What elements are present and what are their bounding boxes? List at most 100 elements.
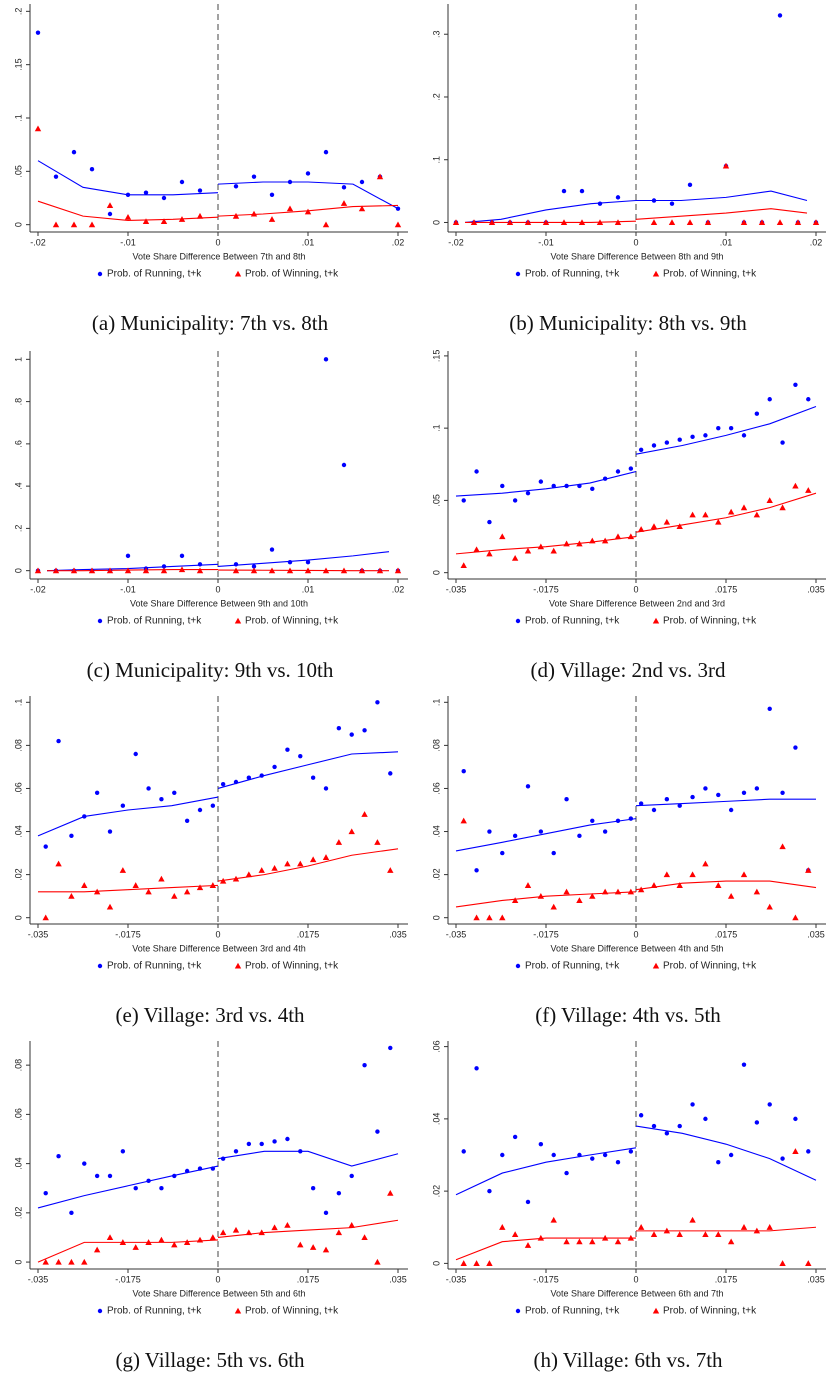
fit-line <box>37 1150 399 1209</box>
triangle-point <box>812 219 820 226</box>
circle-point <box>143 190 149 195</box>
circle-point <box>597 201 603 206</box>
x-tick-label: .0175 <box>715 1274 738 1284</box>
x-tick-label: -.01 <box>120 237 136 247</box>
circle-point <box>133 1186 138 1191</box>
triangle-point <box>470 219 478 226</box>
circle-point <box>793 382 798 387</box>
circle-point <box>323 357 329 362</box>
triangle-point <box>650 523 658 529</box>
triangle-point <box>119 1239 127 1245</box>
circle-point <box>564 1170 569 1176</box>
triangle-point <box>727 1238 735 1245</box>
y-tick-label: .04 <box>431 1113 441 1126</box>
x-tick-label: -.02 <box>30 237 46 247</box>
circle-point <box>703 1116 708 1122</box>
triangle-point <box>805 487 812 493</box>
circle-point <box>728 425 734 431</box>
triangle-point <box>650 882 658 888</box>
triangle-point <box>537 543 545 550</box>
x-tick-label: .035 <box>389 929 407 939</box>
triangle-point <box>124 214 132 220</box>
circle-point <box>728 807 734 813</box>
circle-point <box>767 397 772 402</box>
triangle-point <box>689 1216 696 1223</box>
y-tick-label: .08 <box>13 1059 23 1072</box>
circle-point <box>525 784 531 789</box>
triangle-point <box>460 1260 467 1266</box>
triangle-point <box>358 567 366 574</box>
circle-point <box>120 1149 126 1154</box>
triangle-point <box>452 219 460 226</box>
triangle-point <box>766 903 773 910</box>
triangle-point <box>715 518 722 525</box>
triangle-point <box>560 219 568 226</box>
legend-label: Prob. of Winning, t+k <box>245 616 339 627</box>
triangle-point <box>209 1234 217 1241</box>
triangle-point <box>753 888 761 895</box>
triangle-point <box>124 567 132 574</box>
triangle-point <box>563 540 570 547</box>
y-tick-label: .06 <box>13 1108 23 1121</box>
circle-point <box>251 174 257 179</box>
caption: (d) Village: 2nd vs. 3rd <box>531 658 726 682</box>
triangle-point <box>178 216 186 222</box>
x-axis-label: Vote Share Difference Between 2nd and 3r… <box>549 598 725 608</box>
circle-point <box>703 786 708 791</box>
x-tick-label: .02 <box>392 237 405 247</box>
legend-label: Prob. of Winning, t+k <box>663 1306 757 1317</box>
triangle-point <box>178 566 186 573</box>
triangle-point <box>335 839 343 845</box>
circle-point <box>125 553 131 559</box>
fit-line <box>455 798 816 852</box>
y-tick-label: .2 <box>431 93 441 101</box>
x-tick-label: 0 <box>633 584 638 594</box>
fit-line <box>37 751 399 837</box>
circle-point <box>210 1166 216 1171</box>
caption: (c) Municipality: 9th vs. 10th <box>87 658 334 682</box>
triangle-point <box>309 1244 317 1250</box>
circle-point <box>362 728 367 733</box>
triangle-point <box>68 892 75 899</box>
circle-point <box>487 1188 492 1194</box>
triangle-point <box>196 567 204 574</box>
y-tick-label: .3 <box>431 30 441 38</box>
legend-label: Prob. of Running, t+k <box>107 616 202 627</box>
y-tick-label: .08 <box>13 739 23 752</box>
triangle-point <box>81 1258 88 1265</box>
circle-point <box>538 479 544 484</box>
triangle-point <box>34 125 42 132</box>
circle-point <box>741 433 747 438</box>
circle-point <box>251 564 257 569</box>
triangle-point <box>740 219 748 226</box>
triangle-point <box>196 1236 204 1243</box>
triangle-point <box>614 1238 622 1245</box>
triangle-point <box>322 567 330 574</box>
circle-point <box>664 797 670 802</box>
legend-marker <box>652 1307 660 1314</box>
x-tick-label: 0 <box>633 1274 638 1284</box>
triangle-point <box>486 914 493 921</box>
circle-point <box>197 562 203 567</box>
circle-point <box>89 167 95 172</box>
triangle-point <box>511 897 519 904</box>
triangle-point <box>106 567 114 574</box>
y-tick-label: .02 <box>431 1185 441 1198</box>
triangle-point <box>753 511 761 518</box>
circle-point <box>43 1190 48 1196</box>
circle-point <box>651 807 657 813</box>
circle-point <box>220 1156 226 1161</box>
triangle-point <box>394 221 402 228</box>
legend-marker <box>97 271 103 277</box>
y-tick-label: .06 <box>431 1040 441 1053</box>
panel: 0 .02 .04 .06 .08 .1 -.035 -.0175 0 .0175 .035 Vote… <box>431 696 826 1027</box>
circle-point <box>69 1210 74 1216</box>
x-axis-label: Vote Share Difference Between 8th and 9t… <box>551 251 724 261</box>
circle-point <box>287 179 293 185</box>
triangle-point <box>81 882 88 888</box>
triangle-point <box>219 877 227 884</box>
circle-point <box>388 771 393 776</box>
x-axis-label: Vote Share Difference Between 4th and 5t… <box>551 943 724 953</box>
x-axis-label: Vote Share Difference Between 6th and 7t… <box>551 1288 724 1298</box>
legend-marker <box>515 963 521 969</box>
